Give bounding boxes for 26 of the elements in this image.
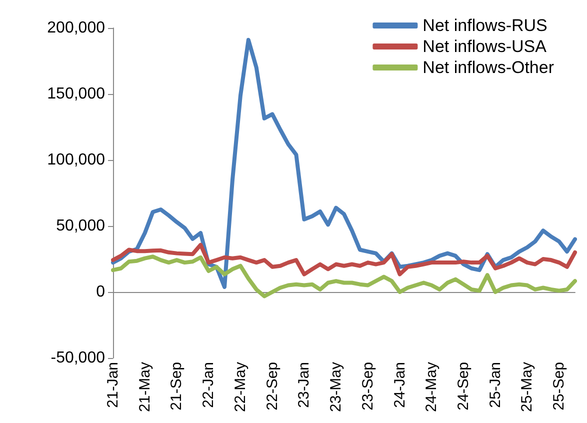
legend-label: Net inflows-Other xyxy=(422,58,554,77)
x-tick-label: 24-May xyxy=(423,361,440,412)
x-tick-label: 23-May xyxy=(328,361,345,412)
y-tick-label: -50,000 xyxy=(50,349,106,366)
line-series xyxy=(111,254,577,298)
x-tick-label: 21-Sep xyxy=(168,362,186,410)
x-tick-label: 24-Sep xyxy=(454,362,472,410)
line-series xyxy=(111,242,577,276)
x-tick-label: 25-Sep xyxy=(550,362,568,410)
y-tick-label: 200,000 xyxy=(47,20,106,36)
legend-label: Net inflows-USA xyxy=(422,37,548,56)
y-tick-label: 150,000 xyxy=(47,85,106,102)
x-tick-label: 22-May xyxy=(232,361,249,412)
x-tick-label: 23-Sep xyxy=(359,362,376,410)
x-tick-label: 23-Jan xyxy=(296,362,313,408)
x-tick-label: 21-Jan xyxy=(104,362,122,408)
y-tick-label: 50,000 xyxy=(56,217,106,234)
x-tick-label: 22-Jan xyxy=(200,362,218,408)
x-tick-label: 25-May xyxy=(518,361,536,412)
y-tick-label: 100,000 xyxy=(47,151,106,168)
y-tick-label: 0 xyxy=(96,283,106,300)
legend-label: Net inflows-RUS xyxy=(422,16,548,35)
x-tick-label: 24-Jan xyxy=(391,362,408,408)
x-tick-label: 21-May xyxy=(136,361,154,412)
x-tick-label: 22-Sep xyxy=(264,362,281,410)
x-tick-label: 25-Jan xyxy=(486,362,504,408)
